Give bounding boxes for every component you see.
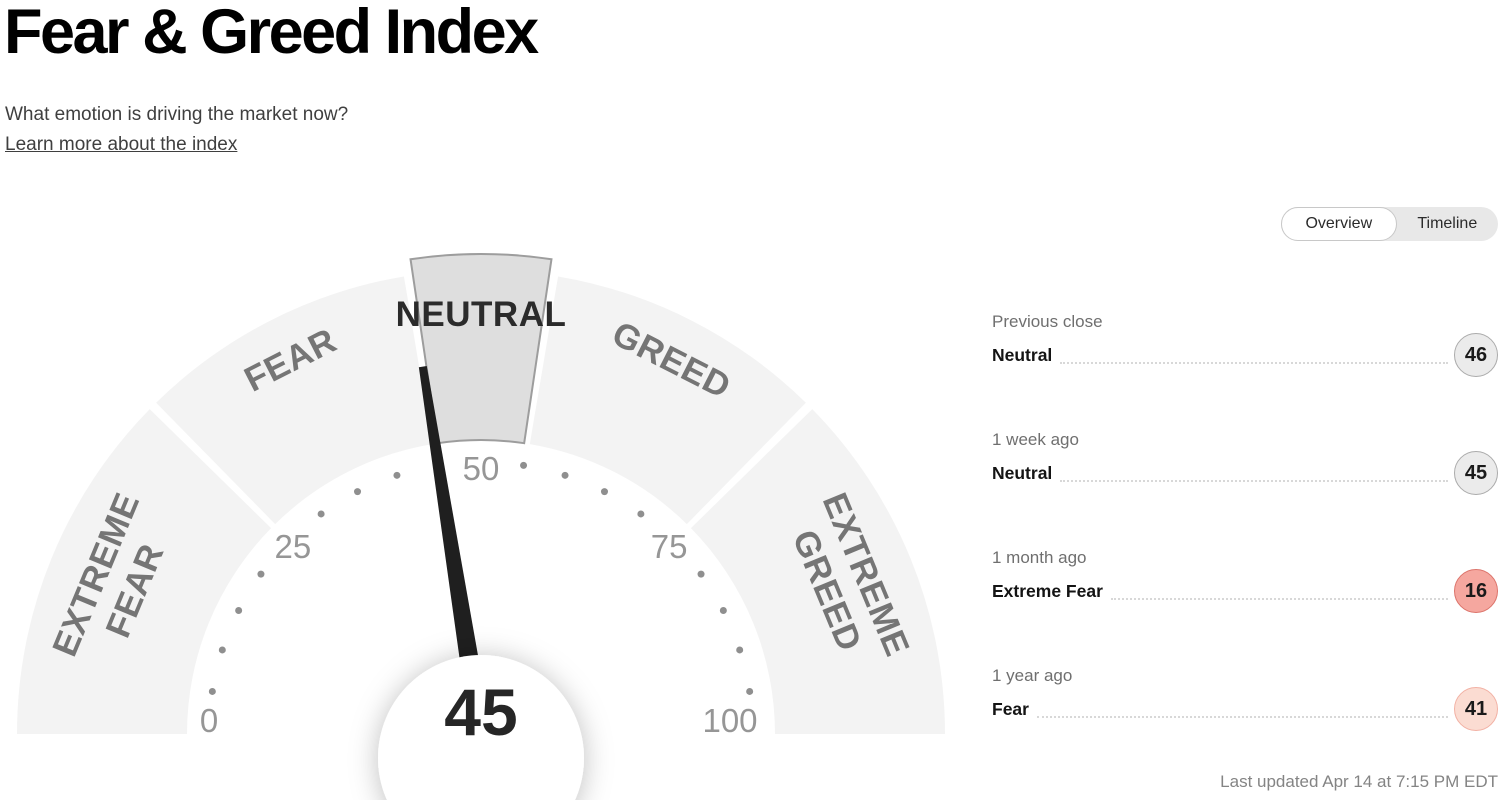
gauge-minor-tick <box>257 570 265 578</box>
history-row-label: 1 week ago <box>992 430 1079 449</box>
gauge-minor-tick <box>317 510 325 518</box>
gauge-segment-extreme-greed <box>690 409 945 734</box>
gauge-value: 45 <box>444 675 517 749</box>
history-value-badge: 41 <box>1454 687 1498 731</box>
history-row: 1 year ago Fear 41 <box>992 666 1498 732</box>
gauge-segment-neutral <box>409 253 553 445</box>
history-row: 1 week ago Neutral 45 <box>992 430 1498 496</box>
gauge-minor-tick <box>736 646 744 654</box>
dotted-leader <box>1060 362 1448 364</box>
gauge-minor-tick <box>235 607 243 615</box>
subtitle: What emotion is driving the market now? <box>5 104 349 125</box>
history-row-label: 1 year ago <box>992 666 1073 685</box>
toggle-timeline[interactable]: Timeline <box>1397 207 1498 241</box>
gauge-minor-tick <box>637 510 645 518</box>
gauge-minor-tick <box>218 646 226 654</box>
gauge-needle <box>418 365 495 750</box>
learn-more-link[interactable]: Learn more about the index <box>5 134 238 155</box>
history-row: 1 month ago Extreme Fear 16 <box>992 548 1498 614</box>
history-row-label: Previous close <box>992 312 1103 331</box>
gauge-center-disc <box>378 655 584 800</box>
history-row-term: Neutral <box>992 462 1053 483</box>
view-toggle: Overview Timeline <box>1281 207 1498 241</box>
gauge-minor-tick <box>208 687 216 695</box>
gauge-tick-label: 75 <box>651 528 688 565</box>
gauge-segment-label: NEUTRAL <box>396 295 567 334</box>
gauge-tick-label: 25 <box>275 528 312 565</box>
dotted-leader <box>1036 716 1448 718</box>
history-row-label: 1 month ago <box>992 548 1087 567</box>
history-value-badge: 16 <box>1454 569 1498 613</box>
last-updated: Last updated Apr 14 at 7:15 PM EDT <box>1220 772 1498 791</box>
dotted-leader <box>1110 598 1448 600</box>
page-title: Fear & Greed Index <box>4 0 539 67</box>
gauge-minor-tick <box>393 471 401 479</box>
toggle-overview[interactable]: Overview <box>1281 207 1397 241</box>
gauge-minor-tick <box>600 488 608 496</box>
history-value-badge: 45 <box>1454 451 1498 495</box>
gauge-segment-fear <box>156 276 433 525</box>
gauge-minor-tick <box>746 687 754 695</box>
history-row-term: Fear <box>992 698 1029 719</box>
gauge-minor-tick <box>354 488 362 496</box>
gauge-minor-tick <box>719 607 727 615</box>
history-value-badge: 46 <box>1454 333 1498 377</box>
gauge-tick-label: 100 <box>702 702 757 739</box>
gauge-tick-label: 0 <box>200 702 218 739</box>
dotted-leader <box>1060 480 1448 482</box>
gauge-minor-tick <box>697 570 705 578</box>
gauge-segment-greed <box>529 276 806 525</box>
gauge-segment-extreme-fear <box>17 409 272 734</box>
fear-greed-gauge: EXTREMEFEAR FEAR NEUTRAL GREED EXTREMEGREED … <box>0 250 980 800</box>
history-row-term: Extreme Fear <box>992 580 1103 601</box>
history-row-term: Neutral <box>992 344 1053 365</box>
gauge-tick-label: 50 <box>463 450 500 487</box>
gauge-minor-tick <box>561 471 569 479</box>
gauge-minor-tick <box>520 461 528 469</box>
history-row: Previous close Neutral 46 <box>992 312 1498 378</box>
